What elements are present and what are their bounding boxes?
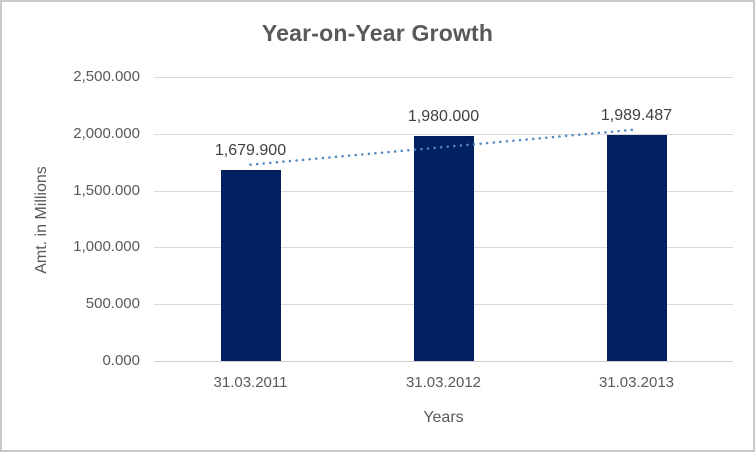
x-tick-label: 31.03.2011 xyxy=(213,374,288,391)
y-tick-label: 0.000 xyxy=(102,352,140,369)
bar xyxy=(413,136,474,361)
bar xyxy=(606,134,667,361)
y-tick-label: 2,000.000 xyxy=(73,124,140,142)
y-tick-label: 1,000.000 xyxy=(73,238,140,256)
x-tick-label: 31.03.2013 xyxy=(598,374,675,391)
x-axis-line xyxy=(154,361,733,362)
x-tick-label: 31.03.2012 xyxy=(405,374,482,391)
bar-value-label: 1,980.000 xyxy=(407,108,480,126)
bar xyxy=(220,170,281,361)
bar-value-label: 1,679.900 xyxy=(214,142,287,160)
trendline xyxy=(249,128,638,166)
chart-title: Year-on-Year Growth xyxy=(261,20,494,46)
gridline xyxy=(154,133,733,135)
y-tick-label: 500.000 xyxy=(85,295,140,313)
y-tick-label: 1,500.000 xyxy=(73,181,140,199)
bar-value-label: 1,989.487 xyxy=(600,106,673,124)
y-tick-label: 2,500.000 xyxy=(73,68,140,85)
gridline xyxy=(154,77,733,78)
x-axis-title: Years xyxy=(423,409,464,426)
